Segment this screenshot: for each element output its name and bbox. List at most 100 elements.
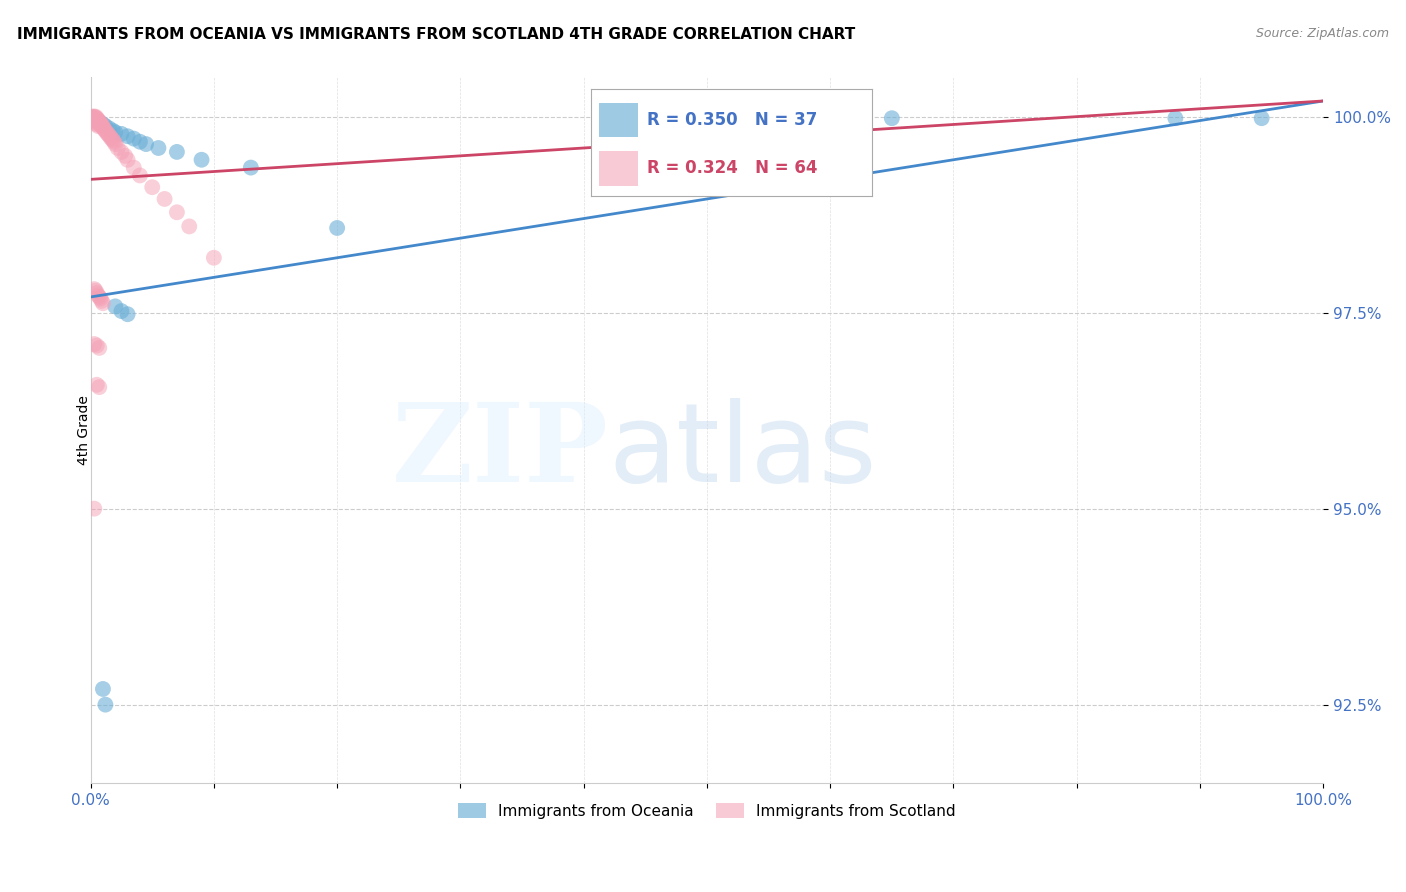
Legend: Immigrants from Oceania, Immigrants from Scotland: Immigrants from Oceania, Immigrants from… bbox=[453, 797, 962, 825]
Point bbox=[97, 127, 120, 141]
Point bbox=[83, 112, 105, 126]
Point bbox=[101, 133, 124, 147]
Point bbox=[86, 112, 108, 127]
Point bbox=[122, 131, 145, 145]
Point bbox=[239, 161, 262, 175]
Point bbox=[326, 221, 349, 235]
Point bbox=[86, 113, 108, 128]
Point bbox=[104, 125, 127, 139]
Point bbox=[190, 153, 212, 167]
Point bbox=[110, 127, 132, 141]
Point bbox=[82, 112, 104, 126]
Point bbox=[129, 135, 152, 149]
Text: Source: ZipAtlas.com: Source: ZipAtlas.com bbox=[1256, 27, 1389, 40]
Point bbox=[87, 114, 110, 128]
Point bbox=[104, 137, 127, 152]
Point bbox=[90, 293, 112, 308]
Point bbox=[84, 110, 107, 124]
Point bbox=[98, 121, 121, 136]
Point bbox=[89, 116, 111, 130]
Point bbox=[117, 153, 139, 167]
Point bbox=[87, 119, 110, 133]
Point bbox=[80, 112, 103, 126]
Point bbox=[880, 112, 903, 126]
Point bbox=[93, 122, 115, 136]
Point bbox=[89, 115, 111, 129]
Point bbox=[83, 113, 105, 128]
Point bbox=[86, 377, 108, 392]
Point bbox=[84, 112, 107, 126]
Point bbox=[98, 128, 121, 143]
Point bbox=[82, 112, 104, 126]
Point bbox=[90, 119, 112, 133]
Point bbox=[179, 219, 201, 234]
Point bbox=[83, 114, 105, 128]
Point bbox=[80, 110, 103, 124]
Point bbox=[114, 149, 136, 163]
Point bbox=[80, 112, 103, 126]
Point bbox=[83, 112, 105, 127]
Point bbox=[91, 119, 114, 133]
Bar bbox=[599, 152, 638, 186]
Point bbox=[80, 112, 103, 126]
Text: R = 0.324   N = 64: R = 0.324 N = 64 bbox=[647, 160, 817, 178]
Point bbox=[94, 124, 117, 138]
Point bbox=[82, 110, 104, 124]
Text: R = 0.350   N = 37: R = 0.350 N = 37 bbox=[647, 112, 817, 129]
Text: IMMIGRANTS FROM OCEANIA VS IMMIGRANTS FROM SCOTLAND 4TH GRADE CORRELATION CHART: IMMIGRANTS FROM OCEANIA VS IMMIGRANTS FR… bbox=[17, 27, 855, 42]
Point bbox=[83, 337, 105, 351]
Point bbox=[96, 125, 118, 139]
Point bbox=[82, 112, 104, 126]
Point bbox=[91, 681, 114, 696]
Point bbox=[83, 501, 105, 516]
Point bbox=[1164, 112, 1187, 126]
Point bbox=[82, 112, 104, 127]
Point bbox=[794, 112, 817, 126]
Point bbox=[87, 114, 110, 128]
Point bbox=[1250, 112, 1272, 126]
Point bbox=[104, 299, 127, 313]
Point bbox=[84, 284, 107, 298]
Point bbox=[87, 288, 110, 302]
Point bbox=[101, 124, 124, 138]
Point bbox=[129, 169, 152, 183]
Point bbox=[202, 251, 225, 265]
Y-axis label: 4th Grade: 4th Grade bbox=[77, 395, 90, 465]
Point bbox=[135, 137, 157, 152]
Bar bbox=[599, 103, 638, 137]
Point bbox=[83, 110, 105, 124]
Point bbox=[91, 118, 114, 132]
Point bbox=[166, 145, 188, 159]
Point bbox=[87, 112, 110, 127]
Point bbox=[117, 129, 139, 144]
Point bbox=[94, 119, 117, 133]
Point bbox=[166, 205, 188, 219]
Point bbox=[84, 112, 107, 127]
Point bbox=[89, 380, 111, 394]
Point bbox=[89, 116, 111, 130]
Point bbox=[141, 180, 163, 194]
Point bbox=[86, 118, 108, 132]
Point bbox=[94, 698, 117, 712]
Point bbox=[103, 135, 125, 149]
Point bbox=[83, 282, 105, 296]
Point bbox=[91, 120, 114, 135]
Point bbox=[90, 118, 112, 132]
Point bbox=[89, 341, 111, 355]
Point bbox=[100, 131, 122, 145]
Text: ZIP: ZIP bbox=[392, 398, 609, 505]
Point bbox=[117, 307, 139, 321]
Point bbox=[122, 161, 145, 175]
Point bbox=[89, 290, 111, 304]
Point bbox=[153, 192, 176, 206]
Point bbox=[89, 292, 111, 306]
Point bbox=[148, 141, 170, 155]
Point bbox=[98, 130, 121, 145]
Point bbox=[84, 116, 107, 130]
Point bbox=[91, 296, 114, 310]
Point bbox=[86, 338, 108, 352]
Point bbox=[89, 118, 111, 132]
Point bbox=[86, 286, 108, 301]
Text: atlas: atlas bbox=[609, 398, 877, 505]
Point bbox=[110, 145, 132, 159]
